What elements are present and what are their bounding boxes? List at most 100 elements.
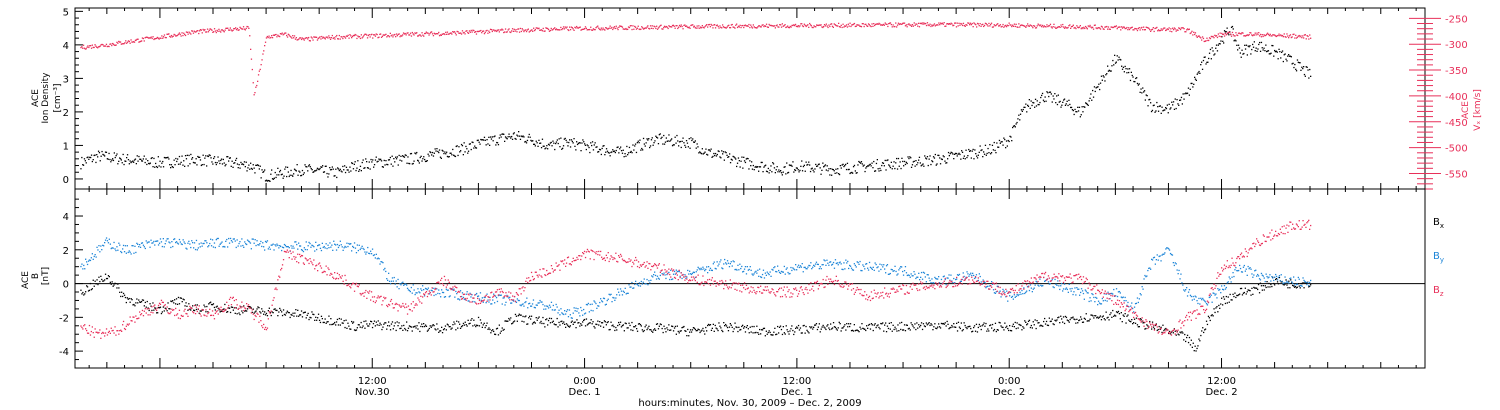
vx-point	[424, 32, 426, 35]
bx-point	[516, 320, 518, 322]
bx-point	[877, 324, 879, 326]
vx-point	[677, 27, 679, 30]
vx-point	[562, 26, 565, 28]
vx-point	[470, 29, 472, 32]
ion-density-point	[254, 172, 256, 174]
ion-density-point	[1029, 107, 1031, 109]
bx-point	[146, 300, 148, 303]
bx-point	[949, 327, 951, 329]
by-point	[600, 298, 602, 300]
by-point	[534, 307, 536, 309]
bx-point	[903, 324, 906, 326]
by-point	[665, 277, 667, 280]
bx-point	[1027, 320, 1030, 322]
vx-point	[745, 25, 747, 27]
bx-point	[402, 329, 404, 331]
vx-point	[192, 32, 195, 34]
vx-point	[1003, 26, 1005, 28]
bx-point	[354, 329, 357, 332]
ion-density-point	[1128, 71, 1130, 74]
ion-density-point	[390, 163, 392, 165]
vx-point	[890, 23, 892, 26]
vx-point	[850, 25, 852, 28]
by-point	[376, 258, 378, 260]
by-point	[797, 264, 800, 266]
vx-point	[1165, 29, 1167, 32]
vx-point	[609, 25, 611, 27]
ion-density-point	[428, 155, 430, 157]
by-point	[441, 289, 443, 291]
vx-point	[286, 36, 289, 38]
bx-point	[1294, 285, 1297, 288]
vx-point	[1028, 25, 1030, 27]
vx-point	[1179, 27, 1181, 30]
ion-density-point	[521, 136, 523, 138]
by-point	[312, 245, 314, 247]
ion-density-point	[274, 171, 276, 174]
ion-density-point	[917, 162, 919, 164]
vx-point	[85, 48, 87, 50]
ion-density-point	[393, 158, 395, 160]
vx-point	[869, 25, 871, 27]
ion-density-point	[539, 142, 541, 144]
ion-density-point	[819, 167, 821, 169]
ion-density-point	[1300, 69, 1302, 71]
bx-point	[1099, 315, 1102, 317]
by-point	[167, 238, 169, 240]
ion-density-point	[1301, 66, 1303, 68]
vx-point	[1177, 29, 1179, 31]
bx-point	[689, 329, 692, 331]
vx-point	[617, 28, 619, 31]
ion-density-point	[419, 156, 421, 159]
bx-point	[352, 322, 354, 324]
bx-point	[349, 328, 351, 330]
ion-density-point	[247, 167, 249, 169]
ion-density-point	[981, 149, 983, 151]
by-point	[437, 292, 439, 295]
vx-point	[790, 26, 792, 28]
bx-point	[480, 322, 482, 324]
ion-density-point	[1308, 77, 1310, 79]
bx-point	[99, 280, 101, 283]
by-point	[774, 266, 776, 268]
vx-point	[259, 68, 261, 71]
by-point	[255, 244, 257, 247]
vx-point	[672, 24, 674, 26]
bx-point	[236, 313, 238, 315]
bx-point	[631, 321, 633, 324]
ion-density-point	[1099, 82, 1102, 84]
ion-density-point	[577, 142, 580, 145]
bx-point	[811, 326, 813, 328]
bx-point	[1221, 297, 1223, 299]
ion-density-point	[820, 173, 822, 175]
bx-point	[809, 326, 811, 328]
vx-point	[697, 27, 699, 29]
ion-density-point	[178, 155, 181, 158]
ion-density-point	[85, 162, 87, 164]
ion-density-point	[1289, 55, 1292, 57]
vx-point	[1306, 35, 1308, 37]
bx-point	[593, 325, 595, 328]
bx-point	[1282, 283, 1284, 286]
by-point	[789, 272, 791, 275]
ion-density-point	[1054, 93, 1056, 95]
vx-point	[954, 22, 956, 24]
ion-density-point	[1162, 110, 1164, 112]
by-point	[146, 242, 148, 244]
vx-point	[1137, 27, 1139, 30]
bx-point	[654, 328, 656, 330]
bx-point	[193, 309, 196, 312]
bx-point	[724, 325, 726, 327]
bx-point	[555, 324, 557, 326]
ion-density-point	[576, 143, 579, 146]
bx-point	[751, 325, 753, 328]
ion-density-point	[1105, 74, 1107, 76]
by-point	[115, 249, 117, 252]
bx-point	[401, 325, 403, 327]
ion-density-point	[1259, 50, 1262, 52]
ion-density-point	[547, 143, 550, 145]
ion-density-point	[982, 156, 984, 158]
by-point	[359, 248, 361, 251]
vx-point	[567, 29, 569, 31]
by-point	[211, 239, 214, 241]
